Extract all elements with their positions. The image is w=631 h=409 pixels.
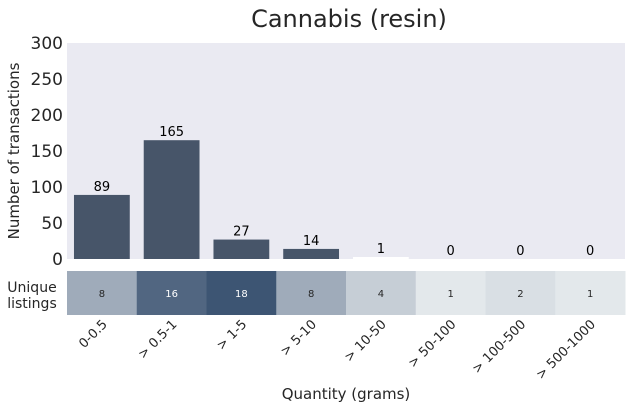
unique-listings-heatmap: 8 16 18 8 4 1 2 1 — [67, 271, 626, 315]
y-axis-ticks: 0 50 100 150 200 250 300 — [31, 34, 63, 270]
heatmap-cell — [485, 271, 556, 315]
bar — [143, 140, 200, 259]
y-tick-label: 50 — [41, 214, 63, 234]
bar — [352, 257, 409, 259]
x-tick-label: 0-0.5 — [76, 317, 110, 351]
y-axis-label: Number of transactions — [5, 62, 23, 239]
x-tick-label: > 0.5-1 — [135, 317, 180, 362]
bars — [73, 140, 409, 259]
y-tick-label: 200 — [31, 106, 63, 126]
heatmap-cell — [206, 271, 277, 315]
heatmap-cell-value: 8 — [308, 289, 314, 300]
y-tick-label: 150 — [31, 142, 63, 162]
heatmap-cell-value: 1 — [447, 289, 453, 300]
bar — [73, 194, 130, 259]
heatmap-label-line: Unique — [7, 280, 56, 296]
heatmap-cell — [346, 271, 417, 315]
x-tick-label: > 5-10 — [278, 317, 320, 359]
x-axis-label: Quantity (grams) — [282, 385, 411, 403]
heatmap-cell-value: 2 — [517, 289, 523, 300]
bar-value-label: 27 — [233, 225, 250, 240]
x-tick-label: > 1-5 — [214, 317, 250, 353]
heatmap-cell — [136, 271, 207, 315]
bar-value-label: 165 — [159, 125, 184, 140]
bar-value-label: 0 — [586, 244, 594, 259]
heatmap-label-line: listings — [7, 296, 57, 312]
heatmap-cell — [276, 271, 347, 315]
x-tick-label: > 50-100 — [406, 317, 460, 371]
heatmap-cell-value: 1 — [587, 289, 593, 300]
y-tick-label: 100 — [31, 178, 63, 198]
bar — [283, 248, 340, 259]
heatmap-cell — [67, 271, 138, 315]
bar-value-label: 0 — [446, 244, 454, 259]
heatmap-cell — [555, 271, 626, 315]
y-tick-label: 250 — [31, 70, 63, 90]
y-tick-label: 0 — [52, 250, 63, 270]
bar-value-label: 89 — [94, 180, 111, 195]
x-axis-ticks: 0-0.5 > 0.5-1 > 1-5 > 5-10 > 10-50 > 50-100 > … — [76, 317, 599, 382]
heatmap-label: Unique listings — [7, 280, 57, 312]
y-tick-label: 300 — [31, 34, 63, 54]
x-tick-label: > 10-50 — [342, 317, 390, 365]
bar-labels: 89 165 27 14 1 0 0 0 — [94, 125, 595, 259]
bar — [213, 239, 270, 259]
bar-value-label: 14 — [303, 234, 320, 249]
x-tick-label: > 100-500 — [470, 317, 530, 377]
heatmap-cell — [415, 271, 486, 315]
heatmap-cell-value: 16 — [165, 289, 178, 300]
heatmap-cell-value: 8 — [99, 289, 105, 300]
chart-title: Cannabis (resin) — [251, 5, 447, 33]
heatmap-cell-value: 4 — [378, 289, 384, 300]
x-tick-label: > 500-1000 — [533, 317, 598, 382]
bar-value-label: 1 — [377, 242, 385, 257]
heatmap-cell-value: 18 — [235, 289, 248, 300]
bar-value-label: 0 — [516, 244, 524, 259]
